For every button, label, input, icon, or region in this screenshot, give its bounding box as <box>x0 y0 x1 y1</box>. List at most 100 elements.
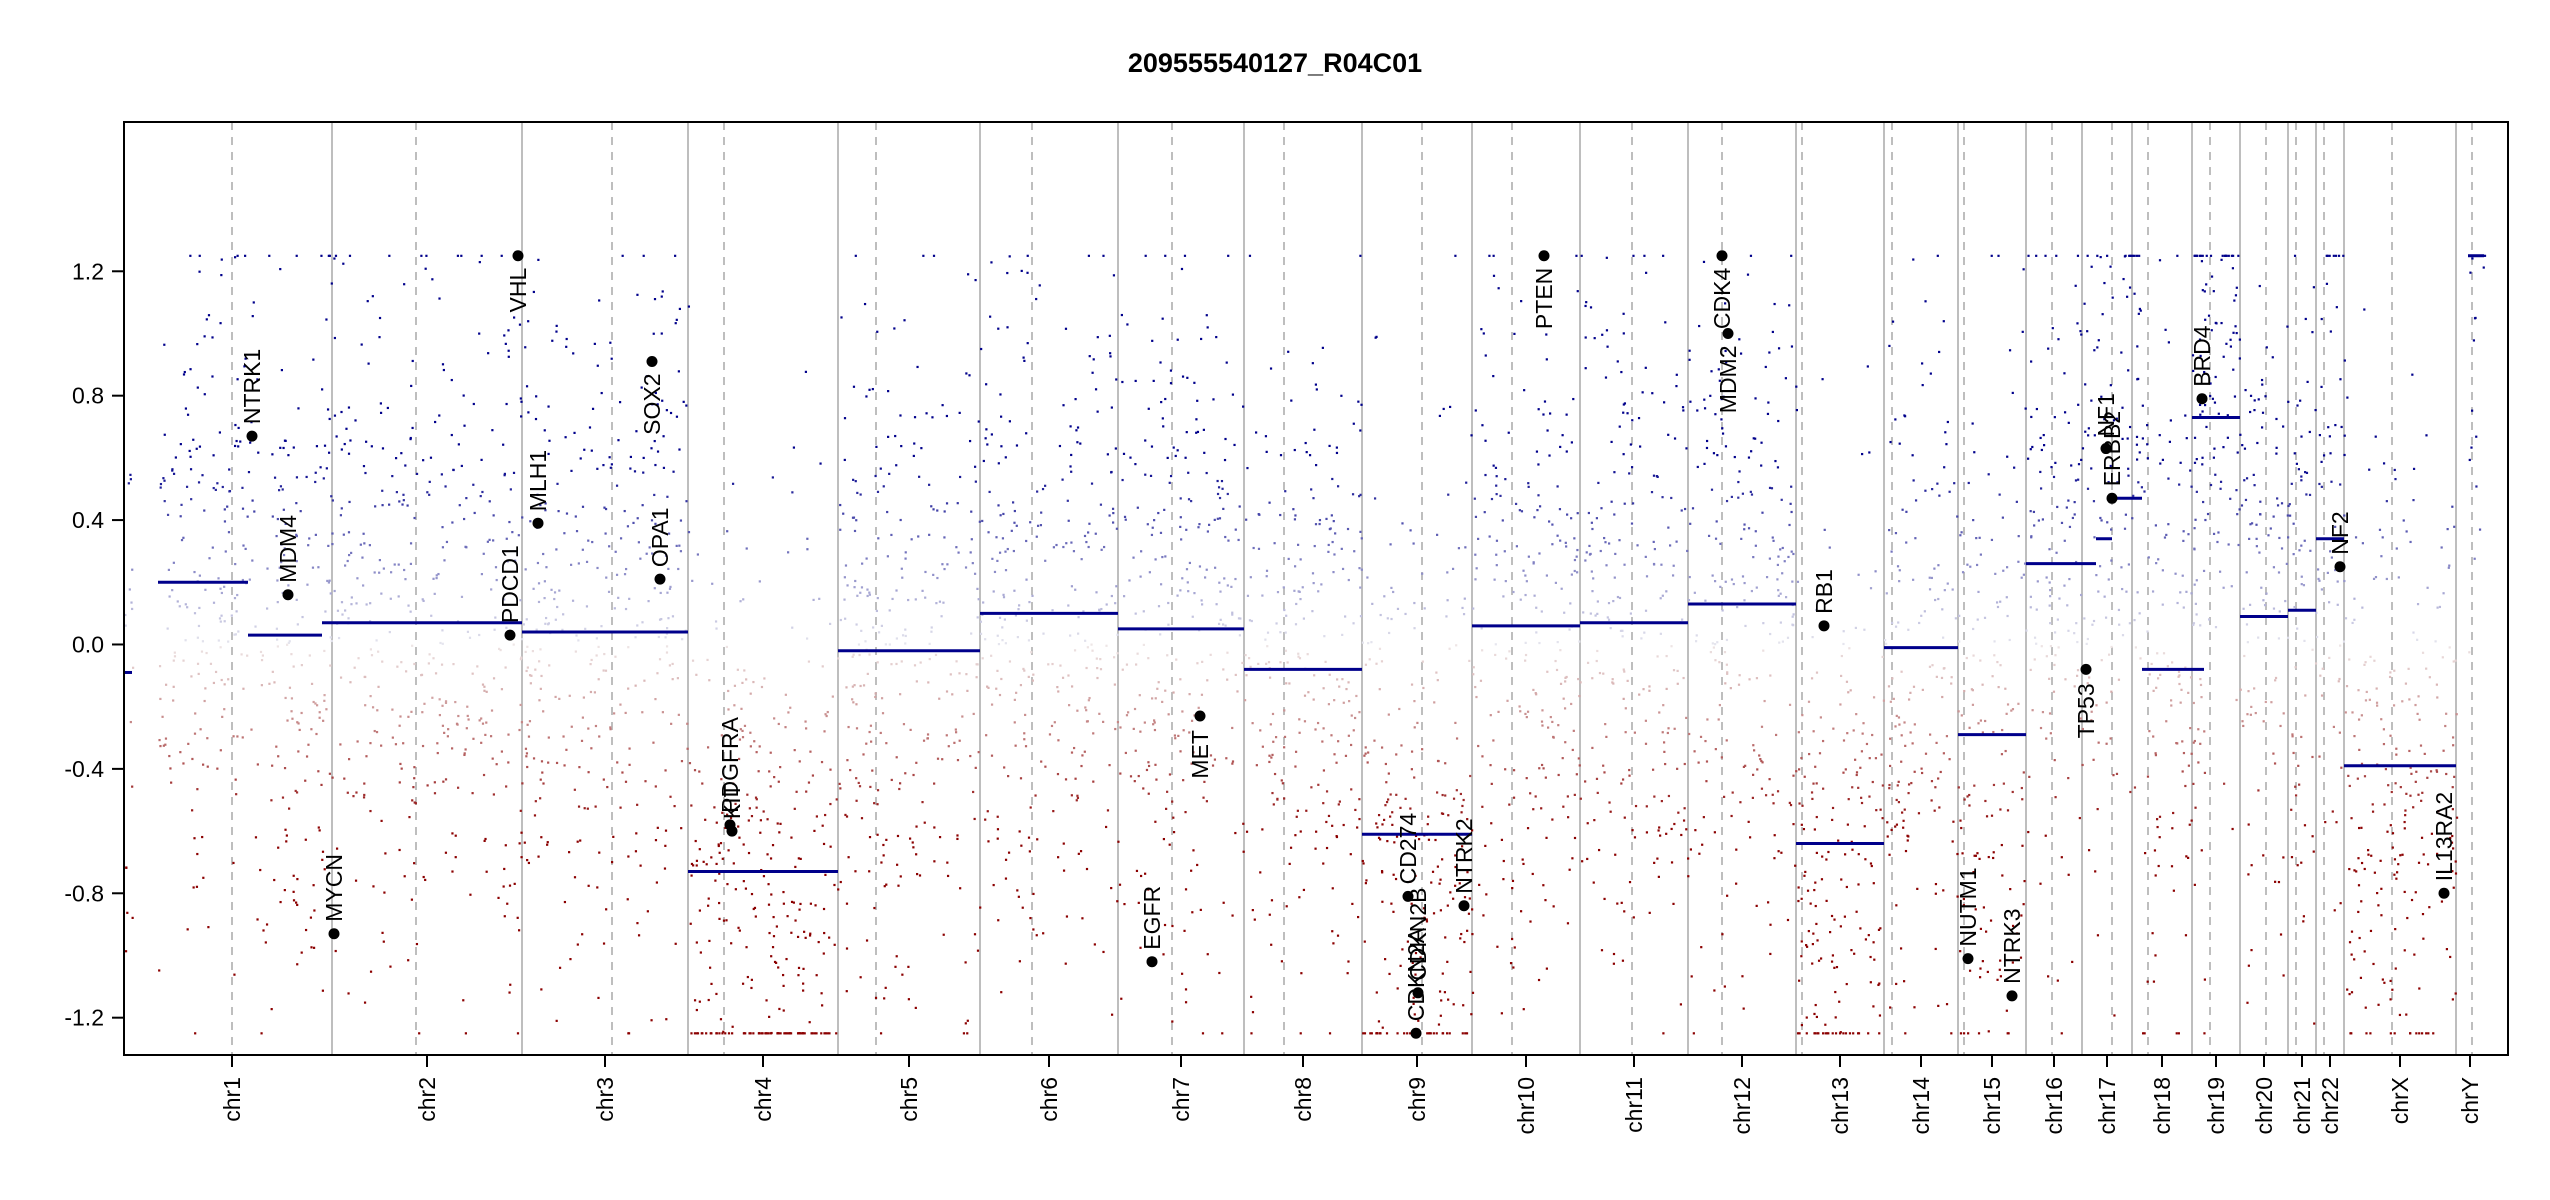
probe-point <box>2211 397 2214 400</box>
probe-point <box>2167 523 2170 526</box>
probe-point <box>1176 594 1179 597</box>
probe-point <box>2101 313 2104 316</box>
probe-point <box>1592 577 1595 580</box>
probe-point <box>1135 663 1138 666</box>
probe-point <box>2207 314 2211 317</box>
probe-point <box>802 982 805 985</box>
probe-point <box>2193 547 2196 550</box>
probe-point <box>1164 689 1167 692</box>
probe-point <box>2017 535 2020 538</box>
probe-point <box>1134 463 1137 466</box>
probe-point <box>1959 819 1962 822</box>
probe-point <box>2109 737 2112 740</box>
probe-point <box>329 592 332 595</box>
probe-point <box>875 445 878 448</box>
probe-point <box>2076 640 2079 644</box>
probe-point <box>1870 864 1873 868</box>
probe-point <box>237 630 240 633</box>
probe-point <box>285 840 288 843</box>
probe-point <box>1153 719 1156 722</box>
probe-point <box>564 436 567 439</box>
probe-point <box>1264 638 1267 641</box>
probe-point <box>543 580 546 583</box>
probe-point <box>1657 875 1660 878</box>
probe-point <box>441 526 444 529</box>
probe-point <box>2045 655 2048 658</box>
probe-point <box>2093 536 2096 539</box>
probe-point <box>431 696 434 699</box>
probe-points <box>124 254 2487 1035</box>
probe-point <box>658 618 662 621</box>
probe-point <box>733 684 737 687</box>
probe-point <box>382 940 385 943</box>
probe-point <box>1219 590 1222 593</box>
probe-point <box>1373 739 1376 742</box>
probe-point <box>1676 767 1679 770</box>
probe-point <box>2404 682 2408 685</box>
probe-point <box>242 544 245 547</box>
probe-point <box>369 648 372 651</box>
probe-point <box>1563 611 1566 614</box>
probe-point <box>1239 617 1242 620</box>
probe-point <box>1872 696 1876 699</box>
probe-point <box>296 721 299 724</box>
probe-point <box>2274 676 2278 680</box>
probe-point <box>124 950 128 953</box>
probe-point <box>195 885 199 888</box>
probe-point <box>719 1018 723 1021</box>
probe-point <box>579 839 582 842</box>
probe-point <box>1792 774 1795 777</box>
probe-point <box>674 942 677 945</box>
probe-point <box>678 307 681 311</box>
probe-point <box>2369 929 2373 933</box>
probe-point <box>996 669 999 672</box>
probe-point <box>1960 714 1963 717</box>
probe-point <box>752 907 755 911</box>
probe-point <box>986 443 989 446</box>
probe-point <box>871 769 874 772</box>
probe-point <box>1494 653 1497 657</box>
probe-point <box>247 470 251 474</box>
probe-point <box>1284 649 1288 652</box>
probe-point <box>2179 591 2182 594</box>
probe-point <box>1628 472 1631 475</box>
probe-point <box>916 365 919 369</box>
probe-point <box>425 254 428 257</box>
probe-point <box>854 579 857 583</box>
probe-point <box>1720 756 1723 759</box>
probe-point <box>1196 863 1199 867</box>
probe-point <box>451 521 454 524</box>
probe-point <box>2106 521 2109 524</box>
probe-point <box>1912 578 1915 581</box>
probe-point <box>1023 359 1026 362</box>
probe-point <box>315 445 319 448</box>
probe-point <box>1265 569 1269 572</box>
probe-point <box>2035 407 2038 411</box>
probe-point <box>1621 629 1624 632</box>
probe-point <box>257 451 260 454</box>
probe-point <box>1644 609 1648 612</box>
probe-point <box>779 1032 782 1035</box>
probe-point <box>2138 451 2141 454</box>
probe-point <box>1133 707 1137 711</box>
probe-point <box>1479 679 1483 682</box>
probe-point <box>901 634 905 637</box>
probe-point <box>795 790 798 793</box>
probe-point <box>1311 362 1314 365</box>
probe-point <box>1846 732 1849 735</box>
probe-point <box>313 909 316 912</box>
probe-point <box>891 597 894 601</box>
probe-point <box>868 591 871 594</box>
probe-point <box>434 420 437 424</box>
probe-point <box>131 785 134 788</box>
probe-point <box>1731 791 1734 794</box>
probe-point <box>2201 410 2204 413</box>
probe-point <box>1622 668 1625 671</box>
probe-point <box>1689 848 1692 851</box>
probe-point <box>2414 703 2417 707</box>
probe-point <box>1136 506 1139 509</box>
probe-point <box>710 856 713 859</box>
probe-point <box>2031 709 2034 712</box>
probe-point <box>1631 419 1634 422</box>
probe-point <box>1075 429 1078 432</box>
